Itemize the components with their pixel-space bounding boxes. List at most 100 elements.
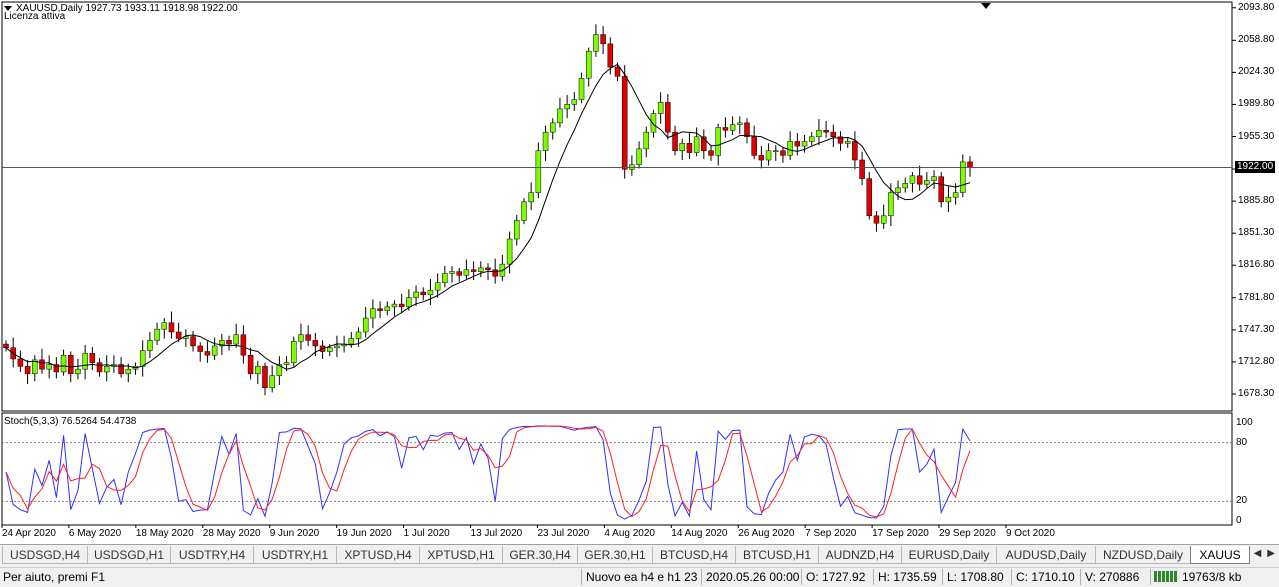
bear-candle (204, 351, 211, 356)
tab-nzdusd-daily[interactable]: NZDUSD,Daily (1095, 546, 1191, 564)
bear-candle (859, 159, 865, 179)
bull-candle (348, 338, 355, 345)
bull-candle (902, 183, 909, 189)
tab-usdsgd-h4[interactable]: USDSGD,H4 (2, 546, 88, 564)
bull-candle (693, 136, 700, 153)
stochastic-title: Stoch(5,3,3) 76.5264 54.4738 (4, 416, 137, 427)
bull-candle (334, 345, 340, 349)
status-high: H: 1735.59 (878, 570, 937, 584)
tab-ger-30-h4[interactable]: GER.30,H4 (502, 546, 578, 564)
bull-candle (370, 308, 376, 319)
bull-candle (75, 368, 81, 375)
bull-candle (463, 269, 470, 276)
bull-candle (32, 359, 38, 375)
tab-ger-30-h1[interactable]: GER.30,H1 (577, 546, 653, 564)
chart-area[interactable]: XAUUSD,Daily 1927.73 1933.11 1918.98 192… (0, 0, 1279, 540)
bear-candle (600, 34, 606, 45)
tab-xptusd-h1[interactable]: XPTUSD,H1 (419, 546, 503, 564)
tab-audusd-daily[interactable]: AUDUSD,Daily (996, 546, 1096, 564)
bear-candle (866, 178, 873, 217)
bear-candle (168, 322, 175, 333)
bull-candle (737, 122, 743, 125)
bear-candle (830, 131, 837, 138)
date-tick-label: 4 Aug 2020 (604, 528, 655, 539)
tab-usdtry-h1[interactable]: USDTRY,H1 (253, 546, 337, 564)
bear-candle (39, 359, 45, 370)
date-tick-label: 14 Aug 2020 (671, 528, 728, 539)
bear-candle (89, 353, 96, 363)
arrow-right-icon[interactable]: ▶ (1267, 548, 1275, 559)
status-volume: V: 270886 (1085, 570, 1140, 584)
tab-eurusd-daily[interactable]: EURUSD,Daily (901, 546, 997, 564)
price-tick-label: 1989.80 (1238, 98, 1275, 110)
bull-candle (945, 196, 952, 203)
bull-candle (161, 322, 168, 330)
bull-candle (549, 122, 556, 133)
bull-candle (434, 282, 441, 291)
status-open: O: 1727.92 (806, 570, 866, 584)
date-tick-label: 7 Sep 2020 (805, 528, 857, 539)
bear-candle (262, 366, 268, 389)
tab-audnzd-h4[interactable]: AUDNZD,H4 (818, 546, 902, 564)
tab-xptusd-h4[interactable]: XPTUSD,H4 (336, 546, 420, 564)
arrow-left-icon[interactable]: ◀ (1253, 548, 1262, 559)
bull-candle (787, 141, 793, 156)
bull-candle (578, 77, 585, 100)
tab-btcusd-h4[interactable]: BTCUSD,H4 (652, 546, 736, 564)
bull-candle (729, 124, 736, 131)
bull-candle (844, 141, 851, 144)
bull-candle (888, 192, 894, 217)
tab-usdtry-h4[interactable]: USDTRY,H4 (170, 546, 254, 564)
bull-candle (593, 34, 599, 52)
license-label: Licenza attiva (4, 11, 66, 22)
price-tick-label: 1955.30 (1238, 130, 1275, 142)
bull-candle (478, 267, 484, 272)
tab-xauus[interactable]: XAUUS (1190, 546, 1250, 564)
tab-btcusd-h1[interactable]: BTCUSD,H1 (735, 546, 819, 564)
bear-candle (420, 291, 427, 296)
connection-bars-icon[interactable] (1154, 571, 1180, 582)
chart-canvas[interactable] (0, 0, 1279, 540)
bear-candle (744, 122, 750, 138)
help-text: Per aiuto, premi F1 (3, 570, 106, 584)
bull-candle (406, 297, 412, 308)
price-tick-label: 1885.80 (1238, 195, 1275, 207)
tab-usdsgd-h1[interactable]: USDSGD,H1 (87, 546, 171, 564)
date-tick-label: 28 May 2020 (202, 528, 261, 539)
bull-candle (139, 350, 146, 367)
bull-candle (269, 375, 275, 389)
bull-candle (514, 220, 520, 240)
separator (1080, 569, 1081, 585)
bear-candle (621, 76, 628, 170)
bull-candle (255, 366, 261, 375)
dropdown-triangle-icon[interactable] (4, 5, 12, 11)
bear-candle (967, 161, 973, 168)
bull-candle (636, 148, 642, 165)
date-tick-label: 9 Oct 2020 (1005, 528, 1055, 539)
bull-candle (384, 306, 391, 311)
date-tick-label: 17 Sep 2020 (872, 528, 929, 539)
separator (1011, 569, 1012, 585)
bear-candle (485, 267, 491, 270)
bear-candle (240, 334, 247, 356)
bull-candle (219, 340, 225, 347)
price-tick-label: 1816.80 (1238, 259, 1275, 271)
bear-candle (305, 334, 311, 341)
traffic-counter: 19763/8 kb (1182, 570, 1242, 584)
bear-candle (722, 127, 729, 131)
bull-candle (326, 347, 333, 352)
bull-candle (60, 354, 67, 373)
bear-candle (823, 130, 829, 133)
bull-candle (679, 143, 685, 151)
bear-candle (751, 136, 757, 156)
bear-candle (470, 269, 477, 272)
separator (581, 569, 582, 585)
price-tick-label: 2058.80 (1238, 34, 1275, 46)
price-tick-label: 1712.80 (1238, 355, 1275, 367)
bull-candle (557, 108, 563, 124)
bull-candle (147, 340, 153, 351)
bull-candle (773, 150, 779, 152)
price-tick-label: 2093.80 (1238, 1, 1275, 13)
status-datetime: 2020.05.26 00:00 (706, 570, 800, 584)
price-tick-label: 1851.30 (1238, 227, 1275, 239)
